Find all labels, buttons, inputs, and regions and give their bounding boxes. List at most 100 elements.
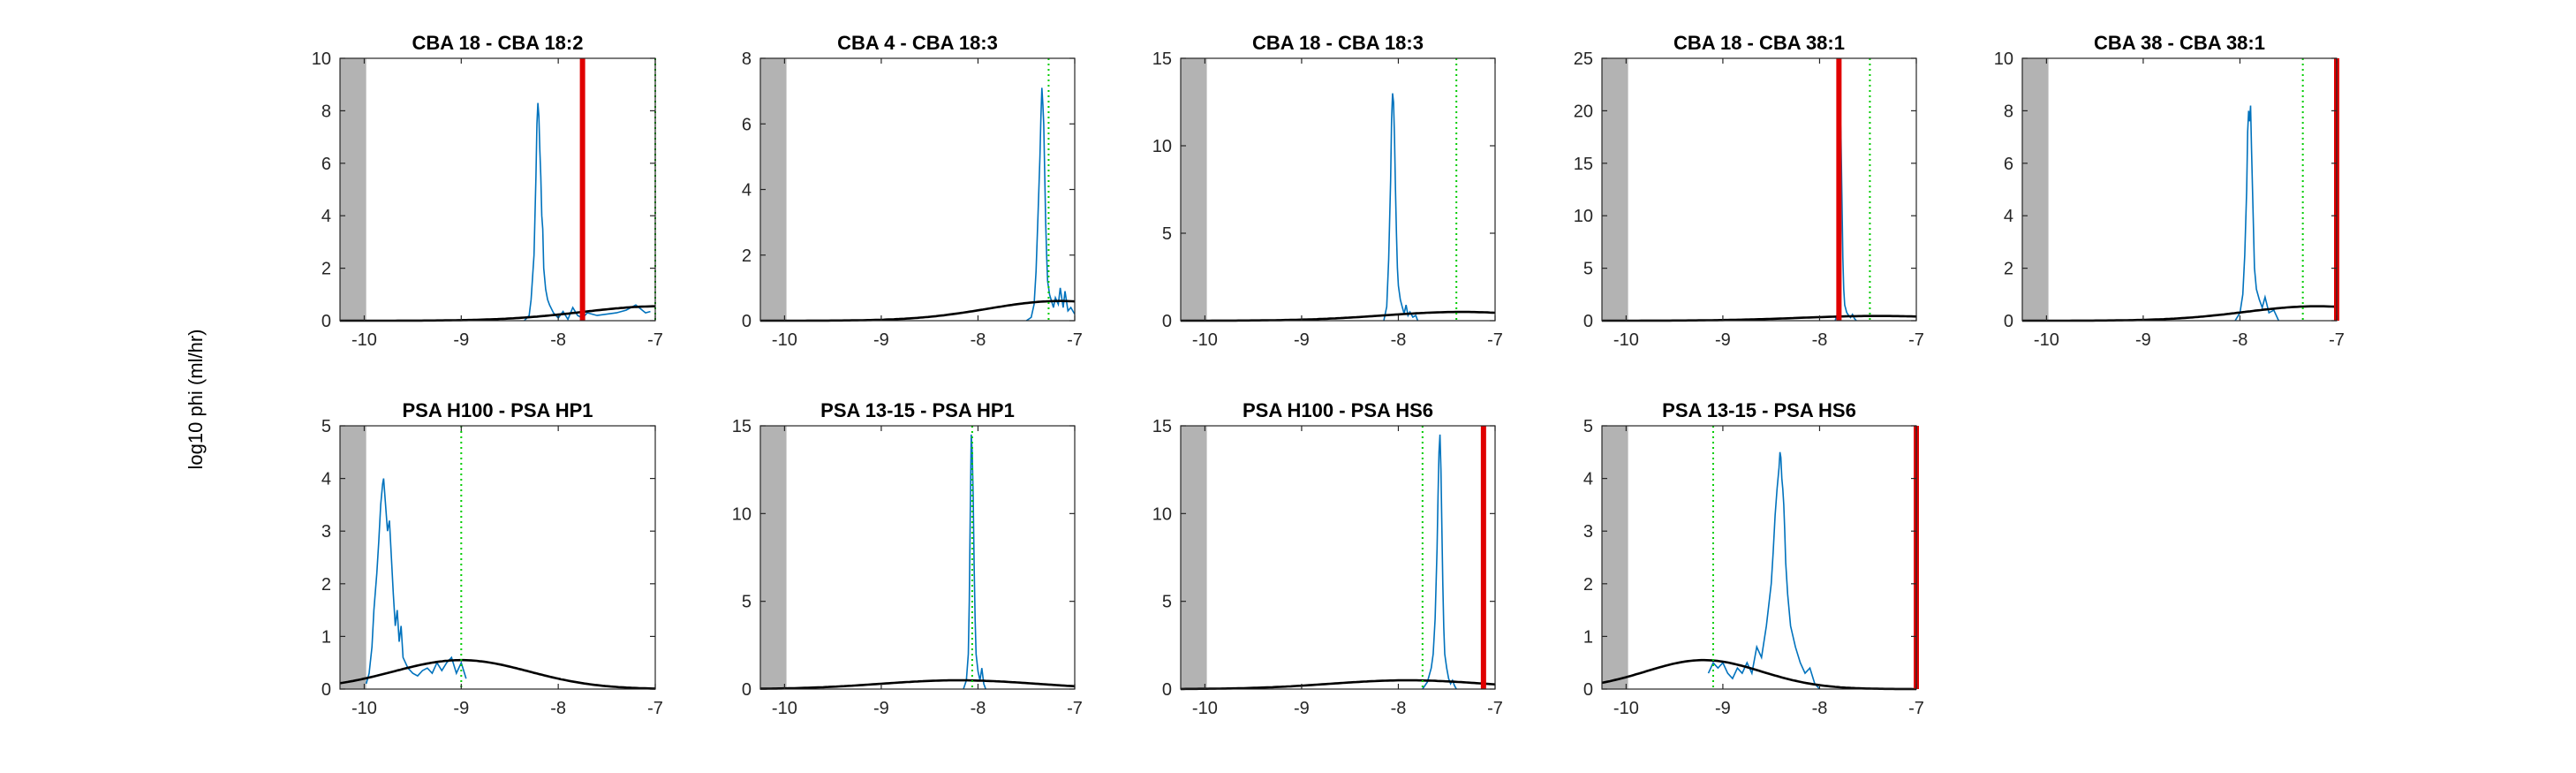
prior-curve (1181, 678, 1496, 691)
plot-area (1602, 58, 1916, 321)
subplot-title: CBA 38 - CBA 38:1 (2094, 32, 2265, 54)
axes-frame (1601, 57, 1917, 322)
prior-curve (1601, 658, 1916, 691)
x-tick-label: -10 (1192, 699, 1218, 718)
x-tick-label: -7 (1067, 330, 1083, 350)
x-tick-label: -10 (351, 699, 377, 718)
y-tick-label: 20 (1574, 102, 1593, 121)
y-tick-label: 3 (1583, 522, 1593, 542)
excluded-region (340, 58, 366, 321)
x-tick-label: -7 (1908, 699, 1924, 718)
y-tick-label: 8 (742, 49, 752, 69)
y-tick-label: 2 (742, 246, 752, 266)
x-tick-label: -10 (772, 699, 797, 718)
y-tick-label: 4 (321, 207, 331, 226)
subplot-4: -10 -9 -8 -7 0 5 10 15 20 25 CBA 18 - CBA 38:1 (1574, 32, 1924, 350)
subplot-title: PSA H100 - PSA HP1 (402, 399, 593, 421)
x-tick-label: -10 (351, 330, 377, 350)
x-tick-label: -8 (550, 699, 566, 718)
axes-frame (1180, 425, 1496, 690)
y-tick-label: 8 (321, 102, 331, 121)
subplot-9: -10 -9 -8 -7 0 1 2 3 4 5 PSA 13-15 - PSA HS6 (1583, 399, 1924, 718)
y-tick-label: 15 (1152, 417, 1172, 436)
subplot-2: -10 -9 -8 -7 0 2 4 6 8 CBA 4 - CBA 18:3 (742, 32, 1083, 350)
y-tick-label: 10 (1574, 207, 1593, 226)
plot-area (1181, 426, 1495, 689)
x-tick-label: -9 (1715, 330, 1731, 350)
plot-area (1602, 426, 1916, 689)
y-tick-label: 2 (2004, 260, 2013, 279)
excluded-region (1602, 58, 1628, 321)
plot-area (340, 426, 655, 689)
y-tick-label: 4 (1583, 470, 1593, 489)
y-tick-label: 5 (1583, 260, 1593, 279)
x-tick-label: -10 (772, 330, 797, 350)
x-tick-label: -10 (1613, 699, 1639, 718)
x-tick-label: -7 (1487, 699, 1503, 718)
y-tick-label: 2 (321, 575, 331, 595)
subplot-5: -10 -9 -8 -7 0 2 4 6 8 10 CBA 38 - CBA 38:1 (1994, 32, 2345, 350)
x-tick-label: -10 (2034, 330, 2059, 350)
plot-area (340, 58, 655, 321)
plot-area (1181, 58, 1495, 321)
y-tick-label: 6 (2004, 155, 2013, 174)
y-tick-label: 0 (1162, 312, 1172, 331)
histogram-line (1422, 434, 1457, 690)
histogram-line (1707, 451, 1821, 690)
subplot-3: -10 -9 -8 -7 0 5 10 15 CBA 18 - CBA 18:3 (1152, 32, 1503, 350)
x-tick-label: -8 (1812, 699, 1828, 718)
y-tick-label: 10 (312, 49, 331, 69)
y-tick-label: 6 (742, 115, 752, 134)
x-tick-label: -7 (647, 699, 663, 718)
y-tick-label: 15 (732, 417, 752, 436)
y-tick-label: 5 (1583, 417, 1593, 436)
subplot-title: CBA 18 - CBA 38:1 (1673, 32, 1845, 54)
y-tick-label: 10 (1152, 504, 1172, 524)
x-tick-label: -10 (1613, 330, 1639, 350)
axes-frame (339, 425, 656, 690)
x-tick-label: -9 (453, 699, 469, 718)
histogram-line (2234, 105, 2280, 322)
x-tick-label: -8 (971, 699, 986, 718)
subplot-title: PSA 13-15 - PSA HS6 (1662, 399, 1856, 421)
y-tick-label: 2 (1583, 575, 1593, 595)
y-tick-label: 5 (1162, 224, 1172, 244)
excluded-region (1181, 58, 1207, 321)
histogram-line (365, 478, 467, 685)
excluded-region (340, 426, 366, 689)
subplot-title: CBA 18 - CBA 18:3 (1252, 32, 1424, 54)
subplot-8: -10 -9 -8 -7 0 5 10 15 PSA H100 - PSA HS6 (1152, 399, 1503, 718)
x-tick-label: -8 (1812, 330, 1828, 350)
y-tick-label: 0 (321, 680, 331, 700)
y-tick-label: 0 (321, 312, 331, 331)
y-tick-label: 0 (1583, 680, 1593, 700)
x-tick-label: -8 (971, 330, 986, 350)
subplot-6: -10 -9 -8 -7 0 1 2 3 4 5 PSA H100 - PSA HP1 (321, 399, 663, 718)
plot-area (2022, 58, 2337, 321)
y-tick-label: 10 (732, 504, 752, 524)
x-tick-label: -9 (873, 699, 889, 718)
histogram-line (1025, 87, 1076, 322)
axes-frame (1180, 57, 1496, 322)
y-tick-label: 0 (1162, 680, 1172, 700)
x-tick-label: -8 (1391, 330, 1407, 350)
y-tick-label: 2 (321, 260, 331, 279)
subplot-title: PSA 13-15 - PSA HP1 (820, 399, 1015, 421)
y-tick-label: 0 (742, 312, 752, 331)
subplot-title: PSA H100 - PSA HS6 (1243, 399, 1433, 421)
x-tick-label: -9 (873, 330, 889, 350)
y-tick-label: 4 (2004, 207, 2013, 226)
axes-frame (1601, 425, 1917, 690)
x-tick-label: -9 (1294, 699, 1310, 718)
x-tick-label: -9 (1715, 699, 1731, 718)
x-tick-label: -8 (1391, 699, 1407, 718)
excluded-region (1181, 426, 1207, 689)
prior-curve (339, 658, 655, 690)
y-tick-label: 4 (321, 470, 331, 489)
y-tick-label: 25 (1574, 49, 1593, 69)
y-tick-label: 0 (1583, 312, 1593, 331)
histogram-line (963, 434, 986, 690)
y-tick-label: 3 (321, 522, 331, 542)
subplot-1: -10 -9 -8 -7 0 2 4 6 8 10 CBA 18 - CBA 18:2 (312, 32, 663, 350)
